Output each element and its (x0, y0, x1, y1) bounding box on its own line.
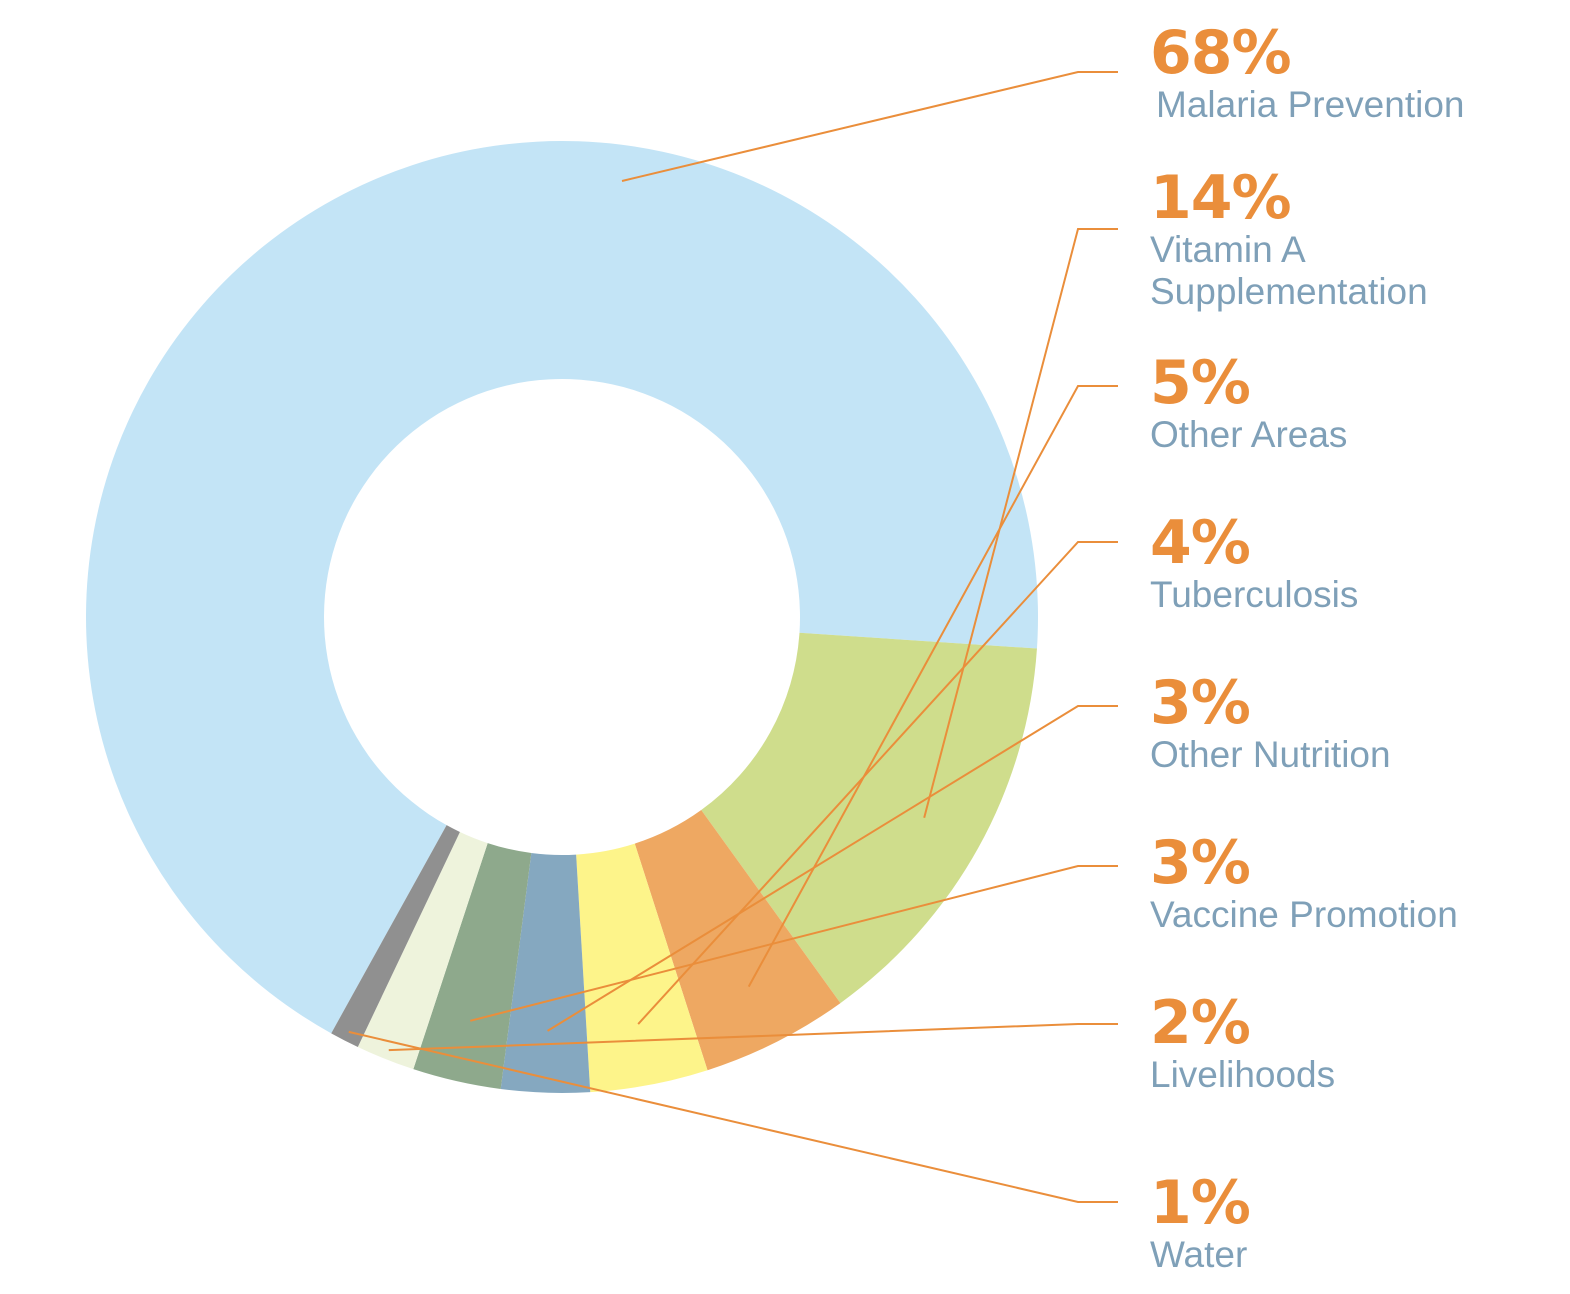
legend-item-livelihoods: 2% Livelihoods (1150, 992, 1335, 1096)
percent-label: 5% (1150, 348, 1251, 418)
percent-label: 3% (1150, 668, 1251, 738)
donut-slices (86, 141, 1039, 1093)
leader-line-vaccine-promotion (470, 865, 1118, 1022)
leader-line-tuberculosis (637, 541, 1118, 1025)
slice-label: Other Nutrition (1150, 734, 1391, 775)
slice-label: Malaria Prevention (1156, 84, 1465, 125)
leader-line-vitamin-a-supplementation (923, 228, 1118, 819)
legend-item-vitamin-a-supplementation: 14% Vitamin A Supplementation (1150, 167, 1428, 313)
slice-label: Other Areas (1150, 414, 1348, 455)
percent-label: 1% (1150, 1168, 1251, 1238)
legend-item-vaccine-promotion: 3% Vaccine Promotion (1150, 832, 1458, 936)
slice-tuberculosis (576, 843, 708, 1093)
slice-malaria-prevention (86, 141, 1039, 1034)
legend-item-malaria-prevention: 68% Malaria Prevention (1150, 22, 1464, 126)
slice-label: Tuberculosis (1150, 574, 1359, 615)
slice-livelihoods (357, 831, 488, 1070)
leader-line-malaria-prevention (621, 71, 1118, 182)
slice-label-line-2: Supplementation (1150, 271, 1428, 312)
slice-label: Vaccine Promotion (1150, 894, 1458, 935)
percent-label: 2% (1150, 988, 1251, 1058)
slice-label: Water (1150, 1234, 1248, 1275)
percent-label: 3% (1150, 828, 1251, 898)
legend-item-water: 1% Water (1150, 1168, 1251, 1276)
legend-item-other-nutrition: 3% Other Nutrition (1150, 672, 1391, 776)
leader-line-other-nutrition (547, 705, 1118, 1032)
leader-lines (348, 71, 1118, 1203)
slice-label: Livelihoods (1150, 1054, 1336, 1095)
slice-other-nutrition (500, 853, 591, 1093)
slice-other-areas (634, 810, 841, 1071)
legend-item-other-areas: 5% Other Areas (1150, 352, 1347, 456)
leader-line-other-areas (747, 385, 1118, 988)
slice-label-line-1: Vitamin A (1150, 229, 1306, 270)
percent-label: 4% (1150, 508, 1251, 578)
percent-label: 68% (1150, 18, 1292, 88)
slice-vaccine-promotion (413, 843, 532, 1090)
leader-line-water (348, 1030, 1118, 1203)
leader-line-livelihoods (388, 1023, 1118, 1052)
slice-vitamin-a-supplementation (701, 632, 1037, 1004)
legend-item-tuberculosis: 4% Tuberculosis (1150, 512, 1358, 616)
slice-water (331, 825, 460, 1047)
percent-label: 14% (1150, 163, 1292, 233)
